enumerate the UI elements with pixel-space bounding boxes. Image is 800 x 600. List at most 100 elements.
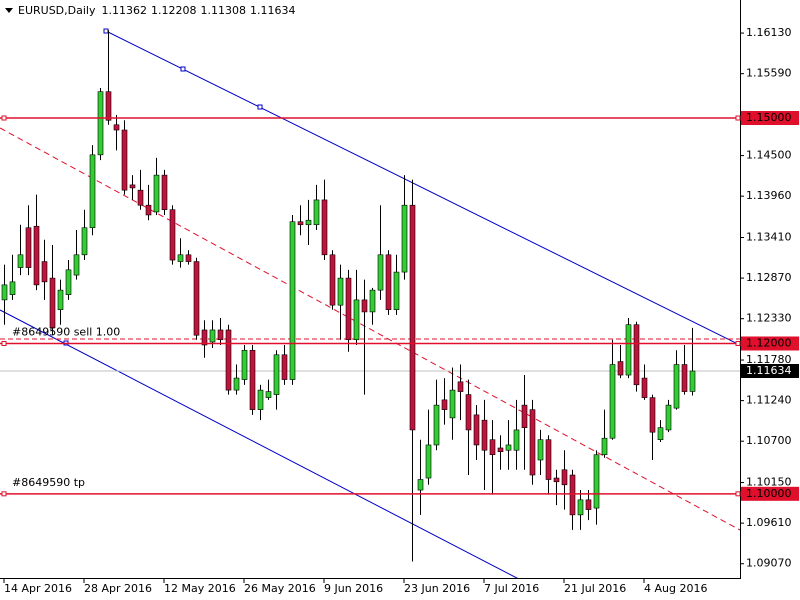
candle-body [337,277,344,306]
candle-body [105,91,112,121]
candle-body [585,499,592,510]
symbol: EURUSD,Daily [18,4,96,17]
candle-body [73,254,80,276]
y-tick-label: 1.14500 [746,149,792,162]
x-tick-label: 28 Apr 2016 [84,582,152,595]
level-box [741,111,799,126]
level-text: #8649590 tp [12,476,85,489]
candle-body [121,129,128,191]
level-label: 1.12000 [746,336,792,349]
candle-body [401,204,408,273]
anchor [103,28,109,34]
level-handle [1,491,7,497]
level-handle [735,340,741,346]
y-tick-label: 1.09070 [746,557,792,570]
x-tick-label: 23 Jun 2016 [404,582,470,595]
level-box [741,336,799,351]
candle-body [57,289,64,310]
level-handle [735,491,741,497]
header-low: 1.11308 [200,4,246,17]
candle-body [513,429,520,451]
x-tick-label: 7 Jul 2016 [484,582,539,595]
candle-body [577,499,584,516]
candle-body [265,391,272,398]
price-box [741,364,799,379]
candle-body [345,277,352,341]
header-open: 1.11362 [101,4,147,17]
candle-body [49,277,56,329]
candle-body [617,361,624,376]
candle-body [145,204,152,216]
candle-body [249,349,256,410]
menu-arrow[interactable] [5,8,13,13]
candle-body [369,289,376,313]
level-handle [1,115,7,121]
candle-body [409,204,416,431]
x-tick-label: 9 Jun 2016 [324,582,383,595]
header-high: 1.12208 [151,4,197,17]
candle-body [537,439,544,461]
candle-body [625,324,632,376]
candle-body [233,377,240,391]
candle-body [681,364,688,392]
candle-body [593,454,600,509]
y-tick-label: 1.13960 [746,189,792,202]
candle-body [457,381,464,392]
candle-body [649,397,656,433]
candle-body [193,261,200,336]
candle-body [65,269,72,295]
candle-body [393,271,400,310]
x-tick-label: 21 Jul 2016 [564,582,626,595]
candle-body [225,329,232,391]
candle-body [417,479,424,491]
y-tick-label: 1.10150 [746,476,792,489]
candle-body [473,414,480,446]
anchor [180,66,186,72]
y-tick-label: 1.11780 [746,353,792,366]
candle-body [425,444,432,479]
candle-body [665,404,672,431]
candle-body [153,174,160,213]
header-close: 1.11634 [250,4,296,17]
candle-body [553,477,560,483]
y-tick-label: 1.09610 [746,516,792,529]
candle-body [33,225,40,286]
candle-body [441,399,448,410]
candle-body [17,254,24,268]
y-tick-label: 1.12870 [746,271,792,284]
candle-body [89,154,96,229]
candle-body [273,354,280,395]
candle-body [545,439,552,480]
x-tick-label: 12 May 2016 [164,582,236,595]
candle-body [481,419,488,451]
candle-body [433,404,440,446]
price-label: 1.11634 [746,364,792,377]
candle-body [353,299,360,341]
candle-body [673,364,680,409]
anchor [257,104,263,110]
candle-body [217,329,224,341]
candle-body [81,227,88,256]
candle-body [377,254,384,291]
candle-body [161,174,168,211]
candle-body [497,447,504,453]
x-tick-label: 4 Aug 2016 [644,582,707,595]
candle-body [329,254,336,306]
candle-body [113,124,120,131]
candle-body [641,377,648,398]
y-tick-label: 1.16130 [746,26,792,39]
trend-line [0,127,740,531]
level-text: #8649590 sell 1.00 [12,325,120,338]
trend-line [105,30,740,346]
candle-body [185,254,192,262]
candle-body [305,219,312,226]
candle-body [489,439,496,456]
y-tick-label: 1.11240 [746,394,792,407]
candle-body [209,329,216,343]
candle-body [465,394,472,431]
candle-body [609,364,616,439]
candle-body [569,474,576,516]
candle-body [41,261,48,283]
candle-body [1,284,8,301]
